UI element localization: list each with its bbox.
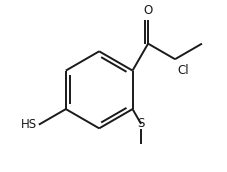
Text: HS: HS [20,118,37,131]
Text: S: S [137,117,144,130]
Text: O: O [143,4,152,17]
Text: Cl: Cl [176,64,188,77]
